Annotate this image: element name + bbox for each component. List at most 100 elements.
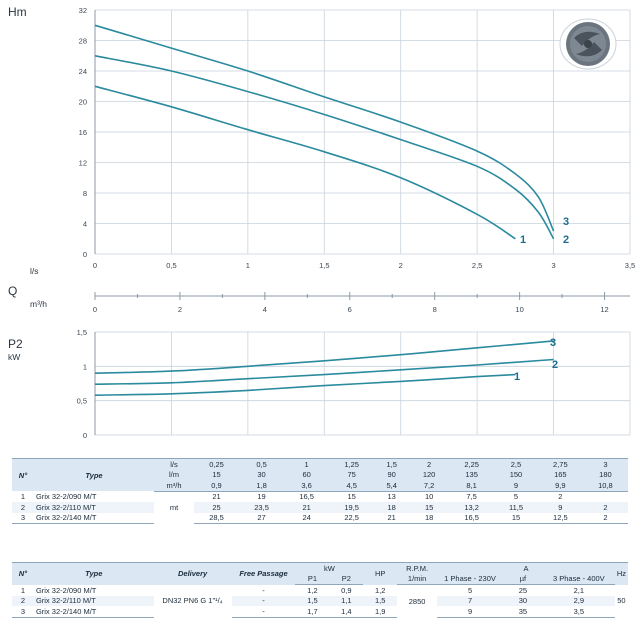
series-3-line — [94, 24, 555, 232]
pump-type: Grix 32-2/110 M/T — [34, 502, 154, 513]
hp-value: 1,2 — [374, 585, 386, 595]
series-1-line — [94, 373, 516, 396]
col-delivery: Delivery — [153, 562, 232, 585]
pump-type: Grix 32-2/140 M/T — [33, 606, 154, 618]
y-tick-label: 0 — [83, 431, 87, 440]
head-value: 13 — [387, 492, 396, 502]
series-1-line — [94, 85, 516, 240]
x-tick-label: 1 — [246, 261, 250, 270]
col-free-passage: Free Passage — [231, 562, 296, 585]
amps-3phase-value: 2,1 — [573, 585, 585, 595]
lm-value: 180 — [582, 469, 628, 480]
free-passage-value: - — [231, 595, 296, 606]
series-1-label: 1 — [514, 371, 520, 383]
head-value: 5 — [513, 492, 519, 502]
m3h-value: 7,2 — [409, 480, 450, 492]
unit-ls: l/s — [154, 458, 194, 470]
hp-value: 1,9 — [363, 606, 398, 618]
q-tick-label: 6 — [348, 305, 352, 314]
head-value: 19 — [257, 492, 266, 502]
free-passage-value: - — [262, 585, 265, 595]
y-axis-unit: kW — [8, 352, 20, 362]
lm-value: 60 — [284, 469, 330, 480]
row-number: 2 — [12, 502, 34, 513]
m3h-value: 0,9 — [194, 480, 240, 492]
ls-value: 2,25 — [449, 458, 495, 470]
head-value: 15 — [347, 492, 356, 502]
table-row: 1 Grix 32-2/090 M/T DN32 PN6 G 1"¹/₄ - 1… — [12, 585, 628, 606]
head-value: 18 — [409, 512, 450, 524]
table-header-row: m³/h 0,9 1,8 3,6 4,5 5,4 7,2 8,1 9 9,9 1… — [12, 480, 628, 492]
x-tick-label: 1,5 — [319, 261, 329, 270]
head-value: 2 — [582, 502, 628, 513]
y-tick-label: 1,5 — [77, 328, 87, 337]
table-row: 3 Grix 32-2/140 M/T - 1,7 1,4 1,9 9 35 3… — [12, 606, 628, 618]
q-tick-label: 12 — [600, 305, 608, 314]
x-tick-label: 0 — [93, 261, 97, 270]
head-value: 9 — [537, 502, 583, 513]
head-value: 15 — [494, 512, 538, 524]
head-value: 19,5 — [329, 502, 375, 513]
col-type: Type — [33, 562, 154, 585]
unit-lm: l/m — [154, 469, 194, 480]
ls-value: 2,75 — [537, 458, 583, 470]
q-tick-label: 8 — [433, 305, 437, 314]
table-header-row: l/m 15 30 60 75 90 120 135 150 165 180 — [12, 469, 628, 480]
p2-value: 1,1 — [329, 595, 364, 606]
series-3-line — [94, 340, 554, 374]
hz-value: 50 — [617, 596, 626, 606]
x-axis-unit: l/s — [30, 266, 39, 276]
m3h-value: 5,4 — [374, 480, 410, 492]
table-header-row: N° Type Delivery Free Passage kW HP R.P.… — [12, 562, 628, 585]
q-axis-title: Q — [8, 284, 17, 298]
head-value: 11,5 — [494, 502, 538, 513]
head-value: 18 — [374, 502, 410, 513]
x-tick-label: 2 — [399, 261, 403, 270]
y-tick-label: 1 — [83, 362, 87, 371]
head-value: 15 — [409, 502, 450, 513]
table-row: 2 Grix 32-2/110 M/T - 1,5 1,1 1,5 7 30 2… — [12, 595, 628, 606]
x-tick-label: 0,5 — [166, 261, 176, 270]
head-value: 10 — [424, 492, 434, 502]
head-value: 16,5 — [299, 492, 314, 502]
pump-type: Grix 32-2/090 M/T — [35, 585, 97, 595]
p2-value: 0,9 — [341, 585, 352, 595]
free-passage-value: - — [231, 606, 296, 618]
col-amps: A — [437, 562, 615, 574]
p2-value: 1,4 — [329, 606, 364, 618]
col-type: Type — [34, 458, 154, 491]
series-1-label: 1 — [520, 234, 526, 246]
row-number: 2 — [12, 595, 34, 606]
q-tick-label: 4 — [263, 305, 267, 314]
rpm-value: 2850 — [408, 596, 426, 606]
head-value: 21 — [212, 492, 221, 502]
lm-value: 15 — [194, 469, 240, 480]
row-number: 3 — [12, 606, 34, 618]
capacitor-value: 25 — [518, 585, 528, 595]
head-value: 27 — [239, 512, 285, 524]
table-header-row: P1 P2 1/min 1 Phase - 230V µf 3 Phase - … — [12, 573, 628, 585]
ls-value: 1,5 — [374, 458, 410, 470]
series-2-label: 2 — [563, 234, 569, 246]
head-value: 13,2 — [449, 502, 495, 513]
col-no: N° — [12, 562, 34, 585]
m3h-value: 8,1 — [449, 480, 495, 492]
head-value: 2 — [582, 512, 628, 524]
capacitor-value: 30 — [503, 595, 543, 606]
col-kw: kW — [295, 562, 364, 574]
amps-3phase-value: 2,9 — [542, 595, 615, 606]
table-row: 2 Grix 32-2/110 M/T 25 23,5 21 19,5 18 1… — [12, 502, 628, 513]
m3h-value: 1,8 — [239, 480, 285, 492]
col-hz: Hz — [614, 562, 628, 585]
y-tick-label: 12 — [79, 159, 87, 168]
amps-1phase-value: 5 — [467, 585, 473, 595]
series-2-line — [94, 358, 554, 385]
y-tick-label: 8 — [83, 189, 87, 198]
y-tick-label: 32 — [79, 6, 87, 15]
ls-value: 0,25 — [194, 458, 240, 470]
ls-value: 2 — [409, 458, 450, 470]
y-tick-label: 24 — [79, 67, 87, 76]
y-axis-title: Hm — [8, 5, 27, 19]
